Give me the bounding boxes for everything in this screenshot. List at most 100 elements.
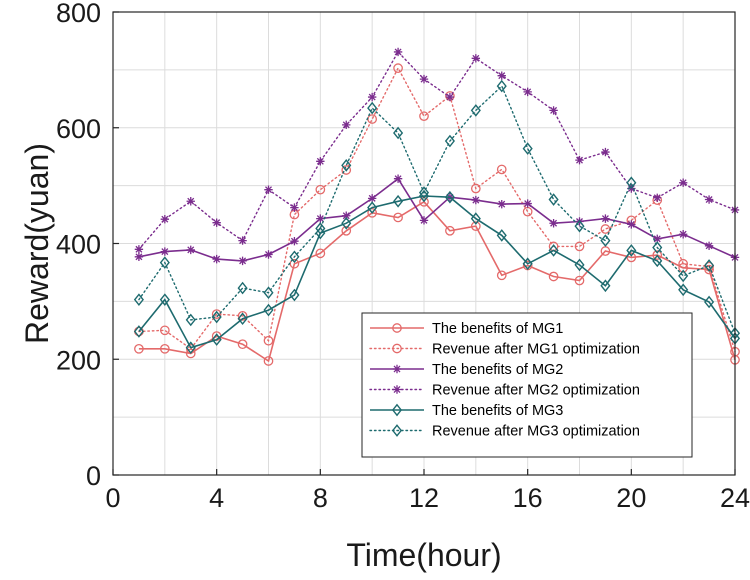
data-point: [367, 201, 378, 214]
data-point: [160, 247, 170, 256]
series-5: [133, 189, 741, 354]
data-point: [419, 111, 429, 122]
data-point: [445, 225, 455, 236]
data-point: [496, 164, 507, 175]
data-point: [238, 256, 247, 266]
series-2: [134, 63, 740, 357]
legend-marker: [391, 424, 403, 437]
data-point: [133, 325, 144, 338]
series-6: [133, 79, 741, 340]
data-point: [342, 211, 351, 220]
data-point: [264, 185, 273, 194]
data-point: [627, 220, 636, 229]
data-point: [159, 293, 170, 306]
series-layer: [133, 47, 741, 366]
data-point: [316, 214, 325, 223]
data-point: [704, 295, 715, 309]
data-point: [211, 310, 222, 324]
legend-item: Revenue after MG1 optimization: [369, 342, 640, 358]
data-point: [211, 333, 222, 346]
data-point: [549, 106, 558, 115]
data-point: [264, 250, 273, 259]
data-point: [315, 248, 326, 259]
data-point: [393, 47, 403, 57]
data-point: [419, 74, 429, 84]
data-point: [289, 250, 300, 264]
data-point: [626, 244, 637, 257]
data-point: [574, 219, 585, 233]
data-point: [289, 288, 300, 302]
x-axis-label: Time(hour): [346, 537, 501, 573]
data-point: [134, 245, 144, 254]
legend-item: Revenue after MG3 optimization: [369, 424, 640, 440]
data-point: [237, 312, 248, 326]
legend-label: Revenue after MG3 optimization: [432, 424, 640, 440]
legend-label: The benefits of MG1: [432, 321, 563, 337]
data-point: [496, 79, 507, 93]
x-tick-label: 0: [105, 483, 120, 513]
data-point: [575, 155, 584, 165]
data-point: [601, 147, 610, 157]
data-point: [342, 120, 351, 130]
data-point: [237, 281, 248, 295]
data-point: [678, 258, 689, 269]
data-point: [159, 256, 170, 269]
data-point: [678, 283, 689, 297]
data-point: [315, 226, 326, 240]
data-point: [652, 250, 663, 260]
x-tick-label: 12: [409, 483, 439, 513]
data-point: [653, 193, 662, 202]
data-point: [601, 214, 610, 223]
data-point: [393, 126, 404, 140]
data-point: [185, 341, 196, 354]
legend-box: [361, 312, 693, 458]
data-point: [367, 92, 377, 102]
data-point: [367, 101, 378, 115]
data-point: [316, 157, 325, 166]
data-point: [263, 286, 274, 300]
series-line: [138, 50, 736, 251]
data-point: [471, 54, 481, 63]
data-point: [704, 241, 714, 251]
legend: The benefits of MG1 Revenue after MG1 opt…: [361, 312, 693, 458]
data-point: [600, 224, 611, 234]
legend-label: The benefits of MG2: [432, 362, 563, 378]
y-tick-label: 600: [56, 114, 101, 144]
data-point: [496, 270, 507, 281]
data-point: [159, 343, 170, 354]
data-point: [652, 254, 663, 268]
data-point: [315, 184, 326, 195]
data-point: [549, 219, 558, 228]
data-point: [704, 264, 714, 275]
data-point: [600, 234, 611, 247]
data-point: [290, 236, 299, 246]
data-point: [652, 241, 663, 254]
data-point: [497, 71, 506, 80]
legend-item: Revenue after MG2 optimization: [369, 383, 640, 399]
data-point: [393, 212, 403, 223]
data-point: [134, 252, 144, 262]
data-point: [523, 87, 532, 97]
data-point: [653, 234, 662, 244]
legend-item: The benefits of MG1: [370, 321, 563, 337]
data-point: [315, 222, 326, 235]
data-point: [263, 356, 274, 366]
x-tick-label: 8: [313, 483, 328, 513]
data-point: [134, 343, 144, 354]
data-point: [185, 348, 196, 359]
legend-item: The benefits of MG3: [370, 403, 563, 419]
data-point: [600, 279, 611, 293]
data-point: [445, 92, 455, 102]
data-point: [548, 193, 559, 206]
legend-label: Revenue after MG2 optimization: [432, 383, 640, 399]
data-point: [574, 275, 585, 286]
legend-marker: [392, 364, 402, 374]
y-tick-label: 0: [86, 461, 101, 491]
data-point: [574, 258, 585, 272]
data-point: [185, 313, 196, 327]
y-tick-label: 800: [56, 0, 101, 28]
data-point: [367, 194, 377, 203]
data-point: [133, 293, 144, 306]
data-point: [393, 174, 403, 183]
data-point: [212, 254, 221, 264]
